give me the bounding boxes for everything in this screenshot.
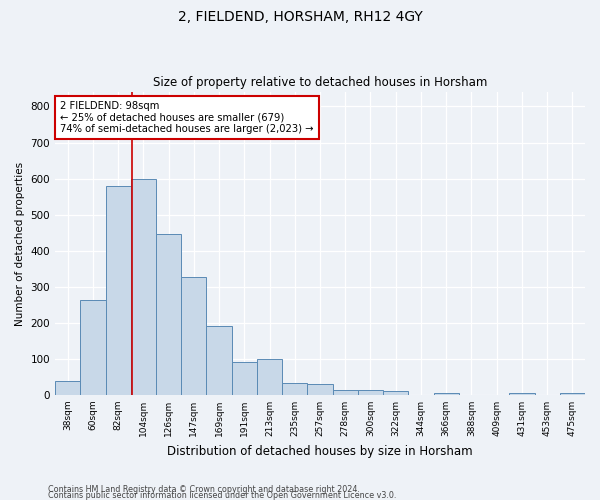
Bar — [131, 178, 156, 395]
Bar — [80, 300, 106, 395]
Bar — [181, 276, 206, 395]
Bar — [282, 383, 307, 395]
Bar — [106, 186, 131, 395]
Bar — [55, 381, 80, 395]
Bar — [156, 234, 181, 395]
Y-axis label: Number of detached properties: Number of detached properties — [15, 162, 25, 326]
Bar — [560, 393, 585, 395]
Bar — [332, 390, 358, 395]
Bar — [434, 393, 459, 395]
Text: Contains public sector information licensed under the Open Government Licence v3: Contains public sector information licen… — [48, 490, 397, 500]
Text: 2, FIELDEND, HORSHAM, RH12 4GY: 2, FIELDEND, HORSHAM, RH12 4GY — [178, 10, 422, 24]
Bar — [358, 390, 383, 395]
Text: 2 FIELDEND: 98sqm
← 25% of detached houses are smaller (679)
74% of semi-detache: 2 FIELDEND: 98sqm ← 25% of detached hous… — [61, 101, 314, 134]
X-axis label: Distribution of detached houses by size in Horsham: Distribution of detached houses by size … — [167, 444, 473, 458]
Bar — [383, 392, 409, 395]
Bar — [206, 326, 232, 395]
Title: Size of property relative to detached houses in Horsham: Size of property relative to detached ho… — [153, 76, 487, 90]
Bar — [307, 384, 332, 395]
Bar — [509, 393, 535, 395]
Bar — [257, 359, 282, 395]
Text: Contains HM Land Registry data © Crown copyright and database right 2024.: Contains HM Land Registry data © Crown c… — [48, 484, 360, 494]
Bar — [232, 362, 257, 395]
